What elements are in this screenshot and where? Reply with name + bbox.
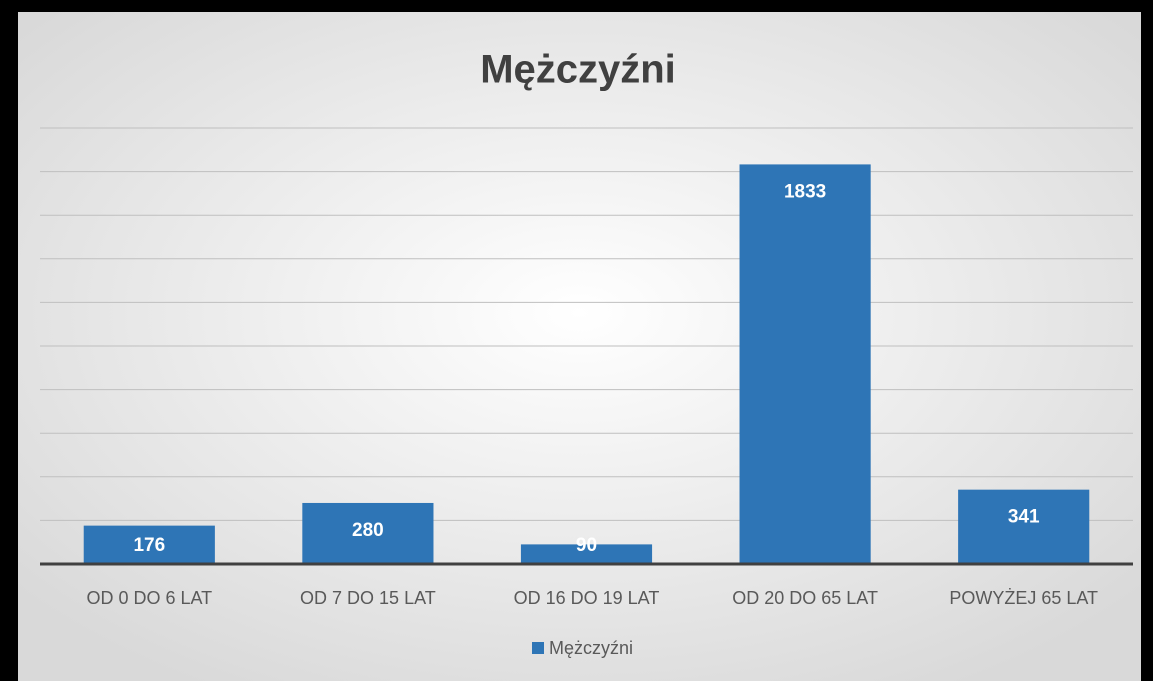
bar — [739, 164, 871, 564]
legend-swatch — [532, 642, 544, 654]
bar — [302, 502, 434, 564]
x-tick-label: OD 0 DO 6 LAT — [86, 588, 212, 608]
x-tick-label: OD 20 DO 65 LAT — [732, 588, 878, 608]
bar — [958, 489, 1090, 564]
data-label: 280 — [352, 520, 384, 541]
bar — [83, 525, 215, 564]
chart-title: Mężczyźni — [480, 48, 676, 92]
x-tick-label: POWYŻEJ 65 LAT — [949, 588, 1098, 608]
data-label: 90 — [576, 535, 597, 556]
data-label: 341 — [1008, 507, 1040, 528]
x-tick-label: OD 7 DO 15 LAT — [300, 588, 436, 608]
x-tick-label: OD 16 DO 19 LAT — [514, 588, 660, 608]
legend-label: Mężczyźni — [549, 638, 633, 658]
data-label: 176 — [133, 535, 165, 556]
data-label: 1833 — [784, 181, 826, 202]
bar — [520, 544, 653, 564]
